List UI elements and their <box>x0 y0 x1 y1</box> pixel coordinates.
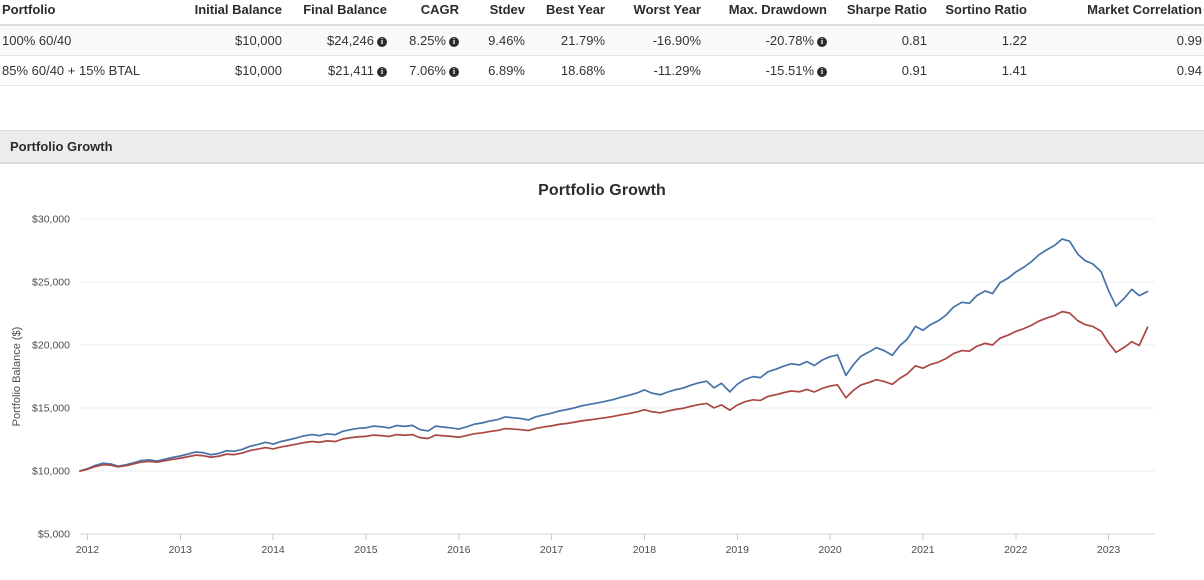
series-line-1 <box>79 238 1149 472</box>
column-header-final-balance: Final Balance <box>290 0 395 26</box>
panel-heading: Portfolio Growth <box>0 131 1204 163</box>
y-axis-tick-label: $5,000 <box>38 529 70 541</box>
x-axis-tick-label: 2017 <box>540 544 564 556</box>
x-axis-title: Year <box>606 563 629 564</box>
cell-worst-year: -16.90% <box>613 25 709 56</box>
cell-max-drawdown: -15.51% i <box>709 55 835 86</box>
cell-market-correlation: 0.99 <box>1035 25 1204 56</box>
x-axis-tick-label: 2019 <box>726 544 750 556</box>
column-header-stdev: Stdev <box>467 0 533 26</box>
x-axis-tick-label: 2016 <box>447 544 471 556</box>
y-axis-tick-label: $20,000 <box>32 340 70 352</box>
x-axis-tick-label: 2018 <box>633 544 657 556</box>
cell-portfolio-name: 85% 60/40 + 15% BTAL <box>0 55 190 86</box>
column-header-cagr: CAGR <box>395 0 467 26</box>
portfolio-growth-panel: Portfolio Growth <box>0 130 1204 164</box>
table-body: 100% 60/40 $10,000 $24,246 i 8.25% i 9.46%… <box>0 25 1204 86</box>
cell-best-year: 21.79% <box>533 25 613 56</box>
column-header-worst-year: Worst Year <box>613 0 709 26</box>
info-icon[interactable]: i <box>377 37 387 47</box>
x-axis-tick-label: 2012 <box>76 544 100 556</box>
x-axis-tick-label: 2015 <box>354 544 378 556</box>
series-line-2 <box>79 310 1149 472</box>
x-axis-tick-label: 2020 <box>818 544 842 556</box>
column-header-best-year: Best Year <box>533 0 613 26</box>
portfolio-metrics-table: Portfolio Initial Balance Final Balance … <box>0 0 1204 86</box>
cell-final-balance-value: $24,246 <box>327 33 374 48</box>
cell-cagr: 8.25% i <box>395 25 467 56</box>
table-row: 100% 60/40 $10,000 $24,246 i 8.25% i 9.46%… <box>0 25 1204 56</box>
column-header-sortino-ratio: Sortino Ratio <box>935 0 1035 26</box>
cell-cagr-value: 8.25% <box>409 33 446 48</box>
cell-sortino-ratio: 1.41 <box>935 55 1035 86</box>
cell-final-balance: $21,411 i <box>290 55 395 86</box>
cell-stdev: 9.46% <box>467 25 533 56</box>
cell-stdev: 6.89% <box>467 55 533 86</box>
cell-worst-year: -11.29% <box>613 55 709 86</box>
cell-sharpe-ratio: 0.81 <box>835 25 935 56</box>
info-icon[interactable]: i <box>817 67 827 77</box>
y-axis-tick-label: $30,000 <box>32 214 70 226</box>
y-axis-title: Portfolio Balance ($) <box>11 327 23 427</box>
x-axis-tick-label: 2013 <box>169 544 193 556</box>
cell-sharpe-ratio: 0.91 <box>835 55 935 86</box>
table-header-row: Portfolio Initial Balance Final Balance … <box>0 0 1204 26</box>
y-axis-tick-label: $10,000 <box>32 466 70 478</box>
y-axis-tick-label: $25,000 <box>32 277 70 289</box>
cell-best-year: 18.68% <box>533 55 613 86</box>
cell-max-drawdown: -20.78% i <box>709 25 835 56</box>
portfolio-growth-chart: Portfolio Growth $5,000 $10,000 $15,000 $20… <box>0 164 1204 580</box>
cell-max-drawdown-value: -15.51% <box>765 63 814 78</box>
section-spacer <box>0 86 1204 130</box>
column-header-sharpe-ratio: Sharpe Ratio <box>835 0 935 26</box>
info-icon[interactable]: i <box>817 37 827 47</box>
column-header-portfolio: Portfolio <box>0 0 190 26</box>
cell-market-correlation: 0.94 <box>1035 55 1204 86</box>
cell-final-balance-value: $21,411 <box>327 63 374 78</box>
cell-cagr: 7.06% i <box>395 55 467 86</box>
column-header-max-drawdown: Max. Drawdown <box>709 0 835 26</box>
info-icon[interactable]: i <box>377 67 387 77</box>
x-axis-tick-label: 2014 <box>261 544 285 556</box>
chart-title: Portfolio Growth <box>538 182 666 199</box>
table-row: 85% 60/40 + 15% BTAL $10,000 $21,411 i 7.… <box>0 55 1204 86</box>
cell-cagr-value: 7.06% <box>409 63 446 78</box>
info-icon[interactable]: i <box>449 37 459 47</box>
cell-portfolio-name: 100% 60/40 <box>0 25 190 56</box>
x-axis-tick-label: 2023 <box>1097 544 1121 556</box>
info-icon[interactable]: i <box>449 67 459 77</box>
x-axis-tick-label: 2021 <box>911 544 935 556</box>
chart-svg: $5,000 $10,000 $15,000 $20,000 $25,000 $30,00… <box>11 214 1155 564</box>
cell-sortino-ratio: 1.22 <box>935 25 1035 56</box>
y-axis-tick-label: $15,000 <box>32 403 70 415</box>
cell-max-drawdown-value: -20.78% <box>765 33 814 48</box>
metrics-table-container: Portfolio Initial Balance Final Balance … <box>0 0 1204 86</box>
cell-initial-balance: $10,000 <box>190 25 290 56</box>
cell-initial-balance: $10,000 <box>190 55 290 86</box>
cell-final-balance: $24,246 i <box>290 25 395 56</box>
column-header-market-correlation: Market Correlation <box>1035 0 1204 26</box>
column-header-initial-balance: Initial Balance <box>190 0 290 26</box>
x-axis-tick-label: 2022 <box>1004 544 1028 556</box>
